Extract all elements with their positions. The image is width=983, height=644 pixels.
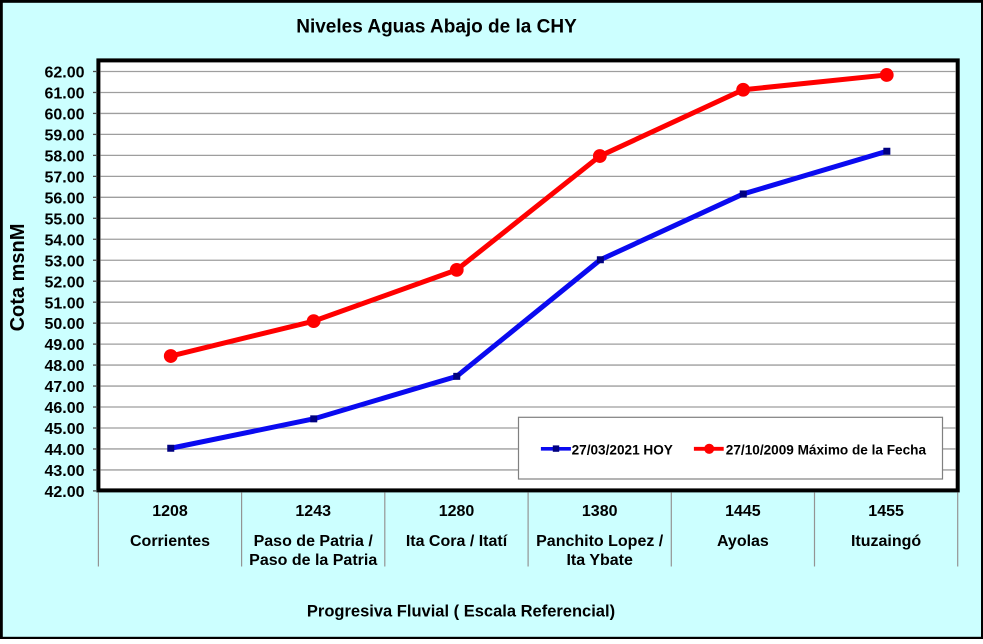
svg-text:1445: 1445 xyxy=(725,503,761,520)
svg-text:1455: 1455 xyxy=(868,503,904,520)
svg-text:27/10/2009 Máximo de la Fecha: 27/10/2009 Máximo de la Fecha xyxy=(726,442,927,457)
svg-text:Ayolas: Ayolas xyxy=(717,533,769,550)
svg-text:62.00: 62.00 xyxy=(44,65,84,82)
svg-text:Progresiva Fluvial ( Escala Re: Progresiva Fluvial ( Escala Referencial) xyxy=(307,603,615,621)
svg-text:52.00: 52.00 xyxy=(44,274,84,291)
svg-text:59.00: 59.00 xyxy=(44,128,84,145)
svg-text:27/03/2021 HOY: 27/03/2021 HOY xyxy=(572,442,673,457)
svg-text:44.00: 44.00 xyxy=(44,442,84,459)
svg-text:53.00: 53.00 xyxy=(44,253,84,270)
svg-text:1280: 1280 xyxy=(439,503,475,520)
svg-text:Cota msnM: Cota msnM xyxy=(7,224,29,332)
svg-text:43.00: 43.00 xyxy=(44,463,84,480)
svg-text:Ituzaingó: Ituzaingó xyxy=(851,533,921,550)
svg-text:Paso de Patria /: Paso de Patria / xyxy=(254,533,374,550)
svg-text:56.00: 56.00 xyxy=(44,190,84,207)
svg-text:49.00: 49.00 xyxy=(44,337,84,354)
svg-text:51.00: 51.00 xyxy=(44,295,84,312)
svg-text:58.00: 58.00 xyxy=(44,148,84,165)
svg-text:61.00: 61.00 xyxy=(44,86,84,103)
svg-text:46.00: 46.00 xyxy=(44,400,84,417)
svg-text:1380: 1380 xyxy=(582,503,618,520)
svg-text:60.00: 60.00 xyxy=(44,107,84,124)
svg-text:55.00: 55.00 xyxy=(44,211,84,228)
svg-text:Corrientes: Corrientes xyxy=(130,533,210,550)
svg-text:Ita Ybate: Ita Ybate xyxy=(566,552,633,569)
svg-text:Niveles Aguas Abajo de la CHY: Niveles Aguas Abajo de la CHY xyxy=(296,16,577,37)
svg-text:1208: 1208 xyxy=(152,503,188,520)
svg-text:50.00: 50.00 xyxy=(44,316,84,333)
svg-text:Paso de la Patria: Paso de la Patria xyxy=(249,552,377,569)
svg-text:47.00: 47.00 xyxy=(44,379,84,396)
svg-text:57.00: 57.00 xyxy=(44,169,84,186)
svg-text:45.00: 45.00 xyxy=(44,421,84,438)
svg-text:Panchito Lopez /: Panchito Lopez / xyxy=(536,533,664,550)
svg-text:42.00: 42.00 xyxy=(44,484,84,501)
svg-text:54.00: 54.00 xyxy=(44,232,84,249)
svg-text:48.00: 48.00 xyxy=(44,358,84,375)
svg-text:Ita Cora / Itatí: Ita Cora / Itatí xyxy=(406,533,508,550)
svg-text:1243: 1243 xyxy=(295,503,331,520)
